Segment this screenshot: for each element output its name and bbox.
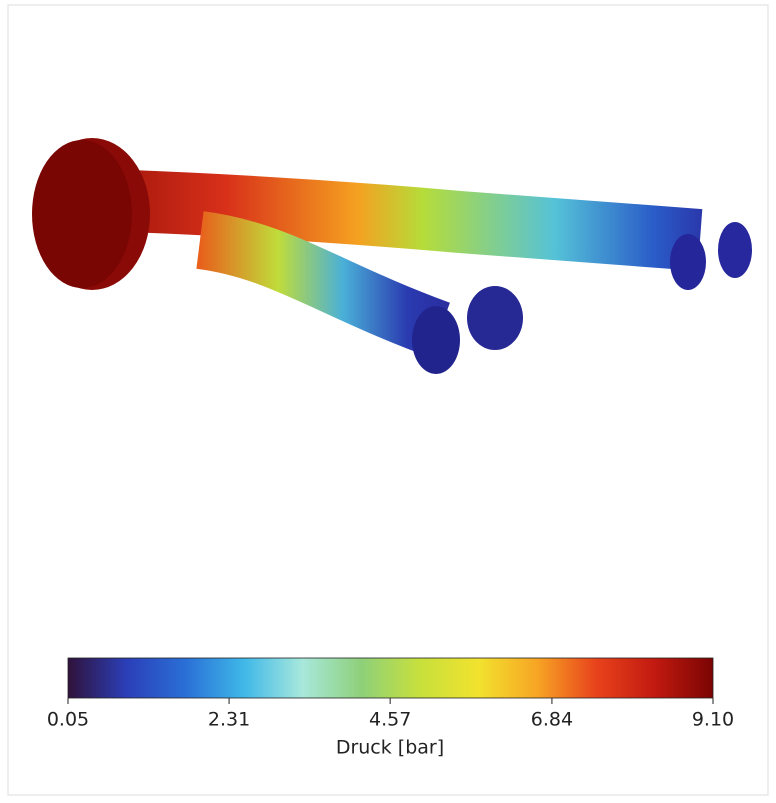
figure: Druck [bar] 0.05 2.31 4.57 6.84 9.10	[0, 0, 776, 803]
colorbar: Druck [bar] 0.05 2.31 4.57 6.84 9.10	[47, 658, 734, 759]
pipe-render	[32, 138, 752, 374]
colorbar-body	[68, 658, 713, 698]
colorbar-label: Druck [bar]	[336, 737, 444, 759]
tick-label: 9.10	[692, 709, 734, 731]
tick-label: 6.84	[531, 709, 573, 731]
tick-label: 2.31	[208, 709, 250, 731]
tick-label: 0.05	[47, 709, 89, 731]
tick-label: 4.57	[369, 709, 411, 731]
page: {"chart_data": {"type": "colorbar", "xla…	[0, 0, 776, 803]
